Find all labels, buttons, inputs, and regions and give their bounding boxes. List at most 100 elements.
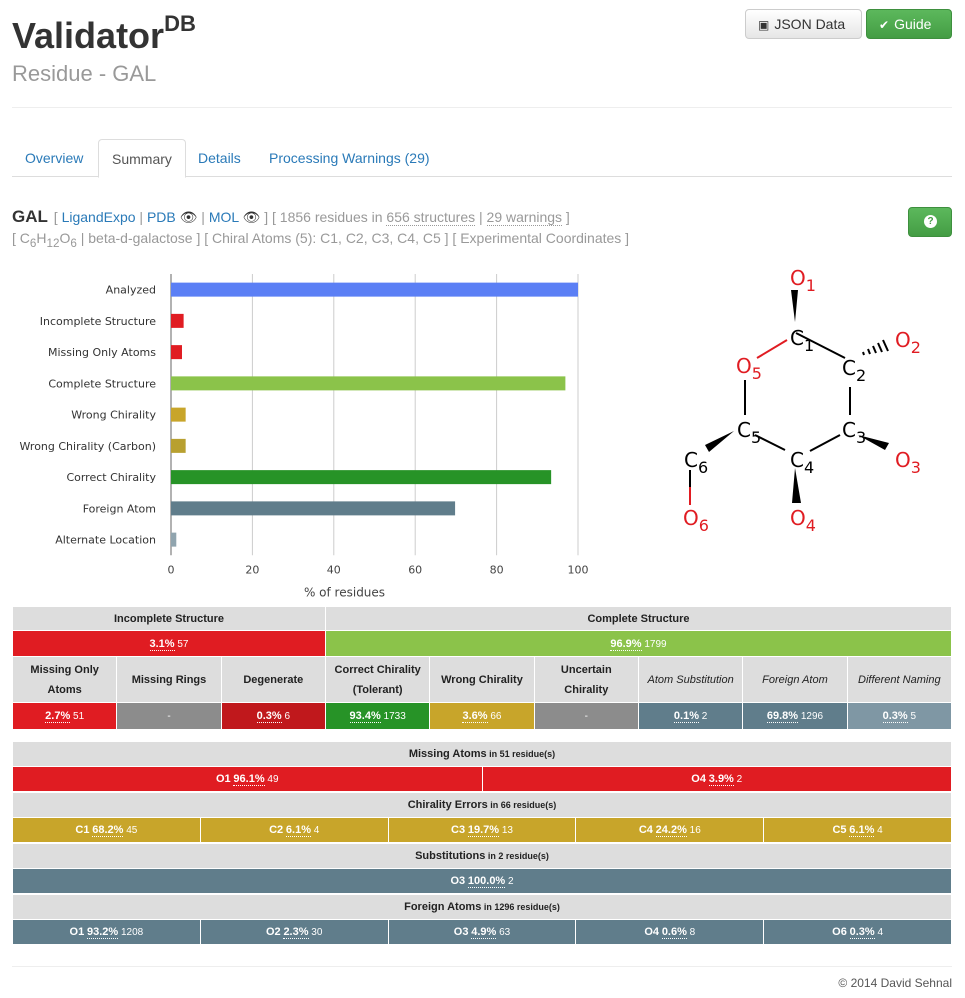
bar-incomplete-structure[interactable]	[171, 313, 184, 328]
incomplete-structure-value[interactable]: 3.1% 57	[12, 630, 326, 657]
breakdown-cell-c5[interactable]: C5 6.1% 4	[763, 817, 952, 843]
category-label: Missing Only Atoms	[48, 346, 156, 359]
tab-summary[interactable]: Summary	[98, 139, 186, 178]
atom-c6: C6	[684, 448, 708, 477]
footer-copyright: © 2014 David Sehnal	[838, 976, 952, 990]
tab-overview[interactable]: Overview	[25, 150, 84, 166]
category-label: Analyzed	[106, 284, 156, 297]
json-data-label: JSON Data	[774, 16, 846, 32]
cell-header-atom-substitution: Atom Substitution	[637, 656, 744, 703]
molecular-formula: C6H12O6	[19, 230, 77, 250]
app-title-sup: DB	[164, 11, 196, 36]
cell-value[interactable]: 93.4% 1733	[324, 702, 431, 730]
pdb-link[interactable]: PDB	[146, 209, 176, 225]
breakdown-cell-o1[interactable]: O1 96.1% 49	[12, 766, 483, 792]
check-icon: ✔	[879, 18, 890, 32]
summary-bar-chart: 0 20 40 60 80 100 Analyzed Incomplete Structure…	[20, 274, 589, 597]
breakdown-missing-atoms: Missing Atoms in 51 residue(s) O1 96.1% 4…	[12, 741, 952, 792]
breakdown-cell-o3[interactable]: O3 100.0% 2	[12, 868, 952, 894]
bar-wrong-chirality-carbon[interactable]	[171, 438, 186, 453]
json-data-button[interactable]: ▣ JSON Data	[745, 9, 862, 39]
bar-wrong-chirality[interactable]	[171, 407, 186, 422]
cell-value[interactable]: 0.3% 5	[846, 702, 953, 730]
complete-structure-value[interactable]: 96.9% 1799	[324, 630, 953, 657]
bar-complete-structure[interactable]	[171, 376, 566, 391]
molecule-diagram: O1 C1 O2 C2 O5 C5 C3 O3 C6 C4 O6 O4	[683, 266, 921, 535]
app-title: ValidatorDB	[12, 4, 196, 60]
bar-analyzed[interactable]	[171, 282, 578, 297]
breakdown-cell-o2[interactable]: O2 2.3% 30	[199, 919, 389, 945]
residue-name: GAL	[12, 207, 48, 226]
residue-info-line: GAL [ LigandExpo | PDB 👁 | MOL 👁 ] [ 185…	[12, 207, 570, 227]
bar-missing-only-atoms[interactable]	[171, 345, 182, 360]
tab-processing-warnings[interactable]: Processing Warnings (29)	[269, 150, 430, 166]
x-tick-label: 40	[327, 563, 341, 576]
cell-header-missing-rings: Missing Rings	[116, 656, 222, 703]
breakdown-cell-c2[interactable]: C2 6.1% 4	[199, 817, 389, 843]
cell-value[interactable]: -	[533, 702, 639, 730]
x-tick-label: 20	[245, 563, 259, 576]
eye-icon[interactable]: 👁	[242, 209, 261, 225]
cell-header-uncertain-chirality: Uncertain Chirality	[533, 656, 639, 703]
wedge-c5-c6	[705, 431, 734, 452]
bar-foreign-atom[interactable]	[171, 501, 456, 516]
cell-header-foreign-atom: Foreign Atom	[742, 656, 848, 703]
breakdown-cell-c1[interactable]: C1 68.2% 45	[12, 817, 201, 843]
separator: |	[475, 209, 487, 225]
atom-o4: O4	[790, 506, 816, 535]
breakdown-cell-o4[interactable]: O4 0.6% 8	[575, 919, 765, 945]
cell-value[interactable]: 0.3% 6	[220, 702, 326, 730]
page-subtitle: Residue - GAL	[12, 61, 157, 86]
structures-count[interactable]: 656 structures	[386, 209, 476, 226]
ligandexpo-link[interactable]: LigandExpo	[61, 209, 136, 225]
breakdown-cell-c4[interactable]: C4 24.2% 16	[575, 817, 765, 843]
bracket: ]	[264, 209, 269, 225]
atom-o2: O2	[895, 328, 921, 357]
breakdown-cell-o6[interactable]: O6 0.3% 4	[763, 919, 952, 945]
breakdown-cell-c3[interactable]: C3 19.7% 13	[387, 817, 577, 843]
cell-value[interactable]: 69.8% 1296	[742, 702, 848, 730]
briefcase-icon: ▣	[758, 18, 770, 32]
breakdown-title: Chirality Errors in 66 residue(s)	[12, 792, 952, 818]
bar-correct-chirality[interactable]	[171, 470, 552, 485]
cell-value[interactable]: 3.6% 66	[429, 702, 535, 730]
cell-value[interactable]: 2.7% 51	[11, 702, 118, 730]
breakdown-cell-o3[interactable]: O3 4.9% 63	[387, 919, 577, 945]
x-tick-label: 100	[568, 563, 589, 576]
x-tick-label: 60	[408, 563, 422, 576]
atom-o6: O6	[683, 506, 709, 535]
warnings-count[interactable]: 29 warnings	[486, 209, 563, 226]
category-label: Complete Structure	[48, 377, 156, 390]
cell-value[interactable]: 0.1% 2	[637, 702, 744, 730]
tab-details[interactable]: Details	[198, 150, 241, 166]
guide-button[interactable]: ✔ Guide	[866, 9, 952, 39]
bar-alternate-location[interactable]	[171, 532, 177, 547]
app-title-text: Validator	[12, 15, 165, 56]
cell-header-degenerate: Degenerate	[220, 656, 326, 703]
cell-header-missing-only-atoms: Missing Only Atoms	[11, 656, 118, 703]
atom-c3: C3	[842, 418, 866, 447]
breakdown-foreign-atoms: Foreign Atoms in 1296 residue(s) O1 93.2%…	[12, 894, 952, 945]
residue-formula-line: [ C6H12O6 | beta-d-galactose ] [ Chiral …	[12, 230, 629, 250]
breakdown-cell-o4[interactable]: O4 3.9% 2	[481, 766, 952, 792]
atom-c2: C2	[842, 356, 866, 385]
separator: |	[201, 209, 205, 225]
help-button[interactable]: ?	[908, 207, 952, 237]
atom-c5: C5	[737, 418, 761, 447]
category-label: Foreign Atom	[83, 502, 156, 515]
wedge-c1-o1	[791, 290, 798, 322]
x-tick-label: 80	[490, 563, 504, 576]
x-tick-label: 0	[168, 563, 175, 576]
cell-header-different-naming: Different Naming	[846, 656, 953, 703]
cell-value[interactable]: -	[116, 702, 222, 730]
bond-o5-c1	[756, 339, 788, 359]
atom-o1: O1	[790, 266, 816, 295]
eye-icon[interactable]: 👁	[179, 209, 198, 225]
atom-c4: C4	[790, 448, 814, 477]
breakdown-title: Substitutions in 2 residue(s)	[12, 843, 952, 869]
breakdown-chirality-errors: Chirality Errors in 66 residue(s) C1 68.2…	[12, 792, 952, 843]
breakdown-cell-o1[interactable]: O1 93.2% 1208	[12, 919, 201, 945]
x-axis-label: % of residues	[304, 585, 385, 597]
mol-link[interactable]: MOL	[208, 209, 239, 225]
bracket: [	[12, 230, 20, 246]
